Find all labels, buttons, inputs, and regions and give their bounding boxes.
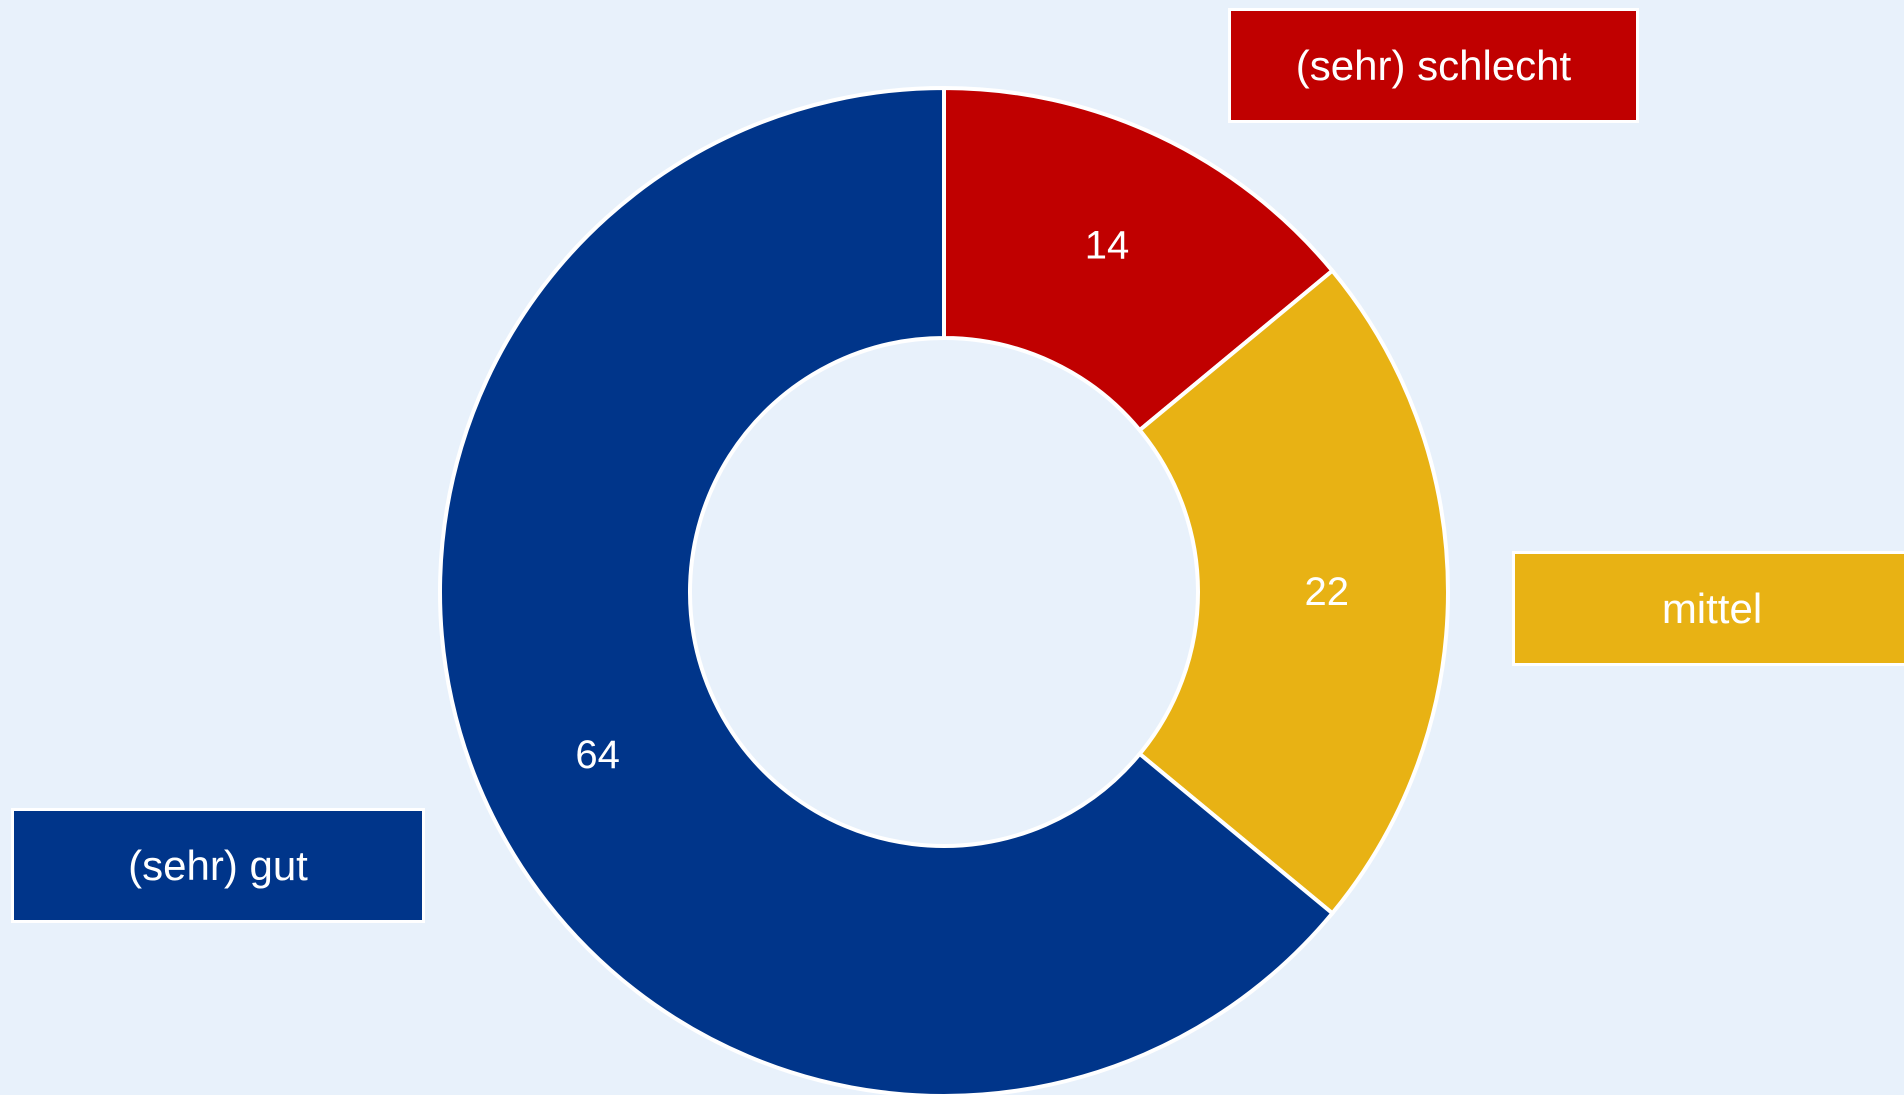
donut-data-label-1: 14: [1085, 224, 1130, 268]
legend-item-sehr-gut: (sehr) gut: [11, 808, 425, 923]
donut-slice-3: [438, 85, 1336, 1095]
donut-slice-1: [942, 85, 1336, 433]
donut-data-label-2: 22: [1305, 570, 1350, 614]
legend-item-sehr-schlecht: (sehr) schlecht: [1228, 8, 1639, 123]
donut-data-labels: 14 22 64: [575, 224, 1349, 777]
legend-item-mittel: mittel: [1512, 551, 1904, 666]
donut-data-label-3: 64: [575, 733, 620, 777]
donut-slice-2: [1136, 267, 1451, 917]
donut-slices: [438, 85, 1451, 1095]
